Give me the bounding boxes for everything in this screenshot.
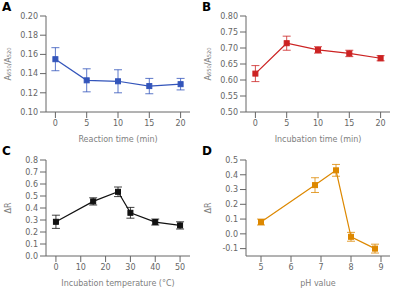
svg-text:0.2: 0.2	[225, 200, 238, 209]
svg-text:ΔR: ΔR	[8, 202, 13, 213]
svg-text:0.10: 0.10	[20, 108, 38, 117]
html-text:B: B	[202, 0, 212, 14]
svg-text:0: 0	[53, 263, 58, 272]
svg-text:0.12: 0.12	[20, 89, 38, 98]
svg-text:5: 5	[284, 119, 289, 128]
svg-text:0: 0	[253, 119, 258, 128]
svg-text:0.3: 0.3	[225, 185, 238, 194]
svg-text:5: 5	[258, 263, 263, 272]
svg-text:0.80: 0.80	[220, 12, 238, 21]
svg-text:5: 5	[84, 119, 89, 128]
svg-text:0.0: 0.0	[25, 252, 38, 261]
svg-text:0.60: 0.60	[220, 76, 238, 85]
svg-text:0.7: 0.7	[25, 168, 38, 177]
svg-text:A₆₅₀/A₅₂₀: A₆₅₀/A₅₂₀	[204, 48, 213, 81]
svg-text:0.4: 0.4	[25, 204, 38, 213]
html-text:C: C	[2, 144, 11, 158]
svg-text:0.3: 0.3	[25, 216, 38, 225]
svg-text:0.5: 0.5	[25, 192, 38, 201]
svg-text:40: 40	[150, 263, 160, 272]
svg-text:0.16: 0.16	[20, 50, 38, 59]
svg-text:0.4: 0.4	[225, 171, 238, 180]
svg-text:0.75: 0.75	[220, 28, 238, 37]
svg-text:0.5: 0.5	[225, 156, 238, 165]
svg-text:20: 20	[376, 119, 386, 128]
svg-text:Reaction time (min): Reaction time (min)	[78, 135, 157, 144]
svg-text:0.50: 0.50	[220, 108, 238, 117]
svg-text:10: 10	[76, 263, 86, 272]
svg-text:15: 15	[344, 119, 354, 128]
svg-text:7: 7	[318, 263, 323, 272]
svg-text:30: 30	[125, 263, 135, 272]
svg-text:0.1: 0.1	[25, 240, 38, 249]
svg-text:0.2: 0.2	[25, 228, 38, 237]
svg-text:Incubation time (min): Incubation time (min)	[275, 135, 362, 144]
svg-text:0.6: 0.6	[25, 180, 38, 189]
svg-text:ΔR: ΔR	[204, 202, 213, 213]
svg-text:15: 15	[144, 119, 154, 128]
svg-text:0.20: 0.20	[20, 12, 38, 21]
html-text:A: A	[2, 0, 12, 14]
svg-text:50: 50	[175, 263, 185, 272]
svg-text:Incubation temperature (°C): Incubation temperature (°C)	[61, 279, 174, 288]
svg-text:0.14: 0.14	[20, 69, 38, 78]
svg-text:-0.1: -0.1	[222, 244, 238, 253]
svg-text:0.0: 0.0	[225, 230, 238, 239]
svg-text:0: 0	[53, 119, 58, 128]
svg-text:20: 20	[176, 119, 186, 128]
svg-text:6: 6	[288, 263, 293, 272]
svg-text:0.70: 0.70	[220, 44, 238, 53]
svg-text:9: 9	[378, 263, 383, 272]
svg-text:0.18: 0.18	[20, 31, 38, 40]
svg-text:0.65: 0.65	[220, 60, 238, 69]
svg-text:pH value: pH value	[300, 279, 336, 288]
svg-text:10: 10	[313, 119, 323, 128]
svg-text:10: 10	[113, 119, 123, 128]
svg-text:A₆₅₀/A₅₂₀: A₆₅₀/A₅₂₀	[8, 48, 13, 81]
svg-text:0.8: 0.8	[25, 156, 38, 165]
html-text:D: D	[202, 144, 212, 158]
svg-text:0.1: 0.1	[225, 215, 238, 224]
svg-text:8: 8	[348, 263, 353, 272]
svg-text:20: 20	[100, 263, 110, 272]
svg-text:0.55: 0.55	[220, 92, 238, 101]
